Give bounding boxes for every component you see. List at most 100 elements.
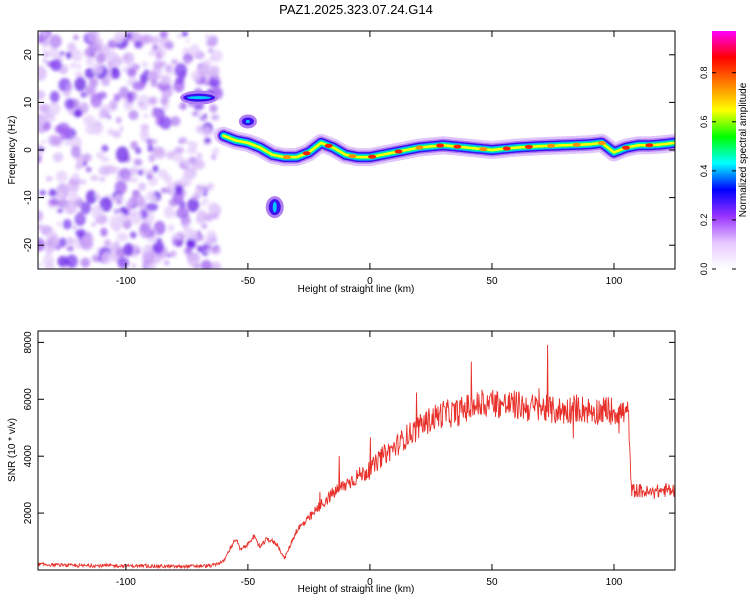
noise-blob [103,239,112,247]
noise-blob [184,223,189,228]
noise-blob [153,62,162,70]
noise-blob [80,91,88,98]
noise-blob [48,46,59,59]
noise-blob [114,194,125,206]
noise-blob [174,63,188,78]
noise-blob [126,92,133,100]
noise-blob [55,170,68,182]
noise-blob [148,51,154,56]
snr-panel: -100 -50 0 50 100 2000 4000 6000 8000 Height of … [7,330,676,595]
ridge-peak [282,155,291,160]
spectrogram-ylabel: Frequency (Hz) [7,116,18,185]
noise-blob [171,59,179,65]
noise-blob [197,69,206,77]
ridge-peak [597,140,606,145]
noise-blob [39,189,47,196]
noise-blob [99,177,106,182]
noise-blob [167,224,175,232]
noise-blob [85,55,94,67]
noise-blob [53,152,63,163]
noise-blob [178,136,188,145]
noise-blob [123,100,128,105]
noise-blob [128,76,138,84]
noise-blob [168,69,173,75]
noise-blob [201,222,208,230]
noise-blob [211,147,220,155]
noise-blob [65,51,73,60]
noise-blob [94,192,100,199]
noise-blob [84,85,97,94]
noise-blob [166,253,172,258]
ridge-peak [547,143,556,148]
noise-blob [41,49,47,53]
noise-blob [160,74,172,87]
noise-blob [152,165,159,173]
noise-blob [152,241,164,254]
noise-blob [58,237,67,248]
noise-blob [80,257,91,268]
noise-blob [140,34,153,45]
noise-blob [79,102,89,114]
noise-blob [206,183,215,190]
snr-xlabel: Height of straight line (km) [298,584,415,595]
noise-blob [209,104,218,113]
noise-blob [211,114,220,121]
noise-blob [189,141,198,150]
noise-blob [67,42,77,52]
snr-ticks: -100 -50 0 50 100 2000 4000 6000 8000 [23,331,675,588]
ridge-peak [502,146,511,151]
noise-blob [116,200,122,205]
noise-blob [112,35,122,44]
noise-blob [76,211,84,221]
noise-blob [200,244,210,257]
noise-blob [139,41,144,48]
noise-blob [174,184,184,195]
noise-blob [99,197,113,212]
spectrogram-ytick-label: 0 [23,147,34,153]
noise-blob [184,58,191,65]
spectrogram-ytick-label: -10 [23,190,34,205]
noise-blob [56,221,62,227]
noise-blob [65,254,78,269]
noise-blob [183,247,193,255]
noise-blob [201,126,212,137]
noise-blob [71,173,80,182]
noise-blob [170,234,176,239]
ridge-peak [524,144,533,149]
noise-blob [66,83,73,92]
noise-blob [57,255,69,268]
snr-xtick-label: 50 [486,577,498,588]
snr-ytick-label: 2000 [23,502,34,525]
noise-blob [129,210,137,219]
noise-blob [147,70,159,82]
noise-blob [77,63,82,70]
noise-blob [211,153,217,161]
noise-blob [106,74,112,80]
noise-blob [48,188,57,197]
snr-layer [38,344,675,570]
noise-blob [106,115,112,119]
ridge-peak [324,143,333,148]
noise-blob [208,55,217,62]
noise-blob [128,109,139,121]
noise-blob [70,62,78,69]
noise-blob [38,262,42,268]
noise-blob [204,81,210,86]
snr-xtick-label: 100 [606,577,623,588]
noise-blob [205,248,212,254]
noise-blob [192,159,205,170]
noise-blob [115,175,122,181]
noise-blob [91,222,97,227]
noise-blob [64,140,72,146]
noise-blob [159,116,172,130]
noise-blob [208,48,214,53]
noise-blob [38,154,42,164]
colorbar-ticks: 0.0 0.2 0.4 0.6 0.8 [699,66,736,275]
noise-blob [182,159,191,167]
noise-blob [135,147,142,155]
noise-blob [91,205,103,219]
spectrogram-xtick-label: 0 [367,276,373,287]
noise-blob [100,156,110,163]
noise-blob [208,187,213,192]
colorbar-tick-label: 0.2 [699,214,709,227]
